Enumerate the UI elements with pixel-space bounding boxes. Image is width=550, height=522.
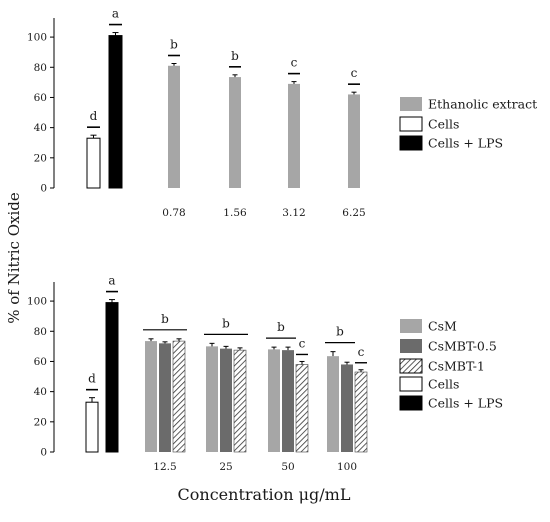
- bar-csmbt-0-5: [341, 364, 353, 452]
- legend-swatch: [400, 339, 422, 353]
- x-tick-label: 50: [281, 461, 294, 473]
- bar-ethanolic-extract: [168, 65, 180, 188]
- legend-label: Ethanolic extract: [428, 97, 537, 112]
- significance-letter: c: [299, 336, 306, 350]
- y-tick-label: 60: [34, 92, 47, 104]
- significance-letter: b: [170, 38, 178, 52]
- legend-swatch: [399, 395, 423, 411]
- significance-letter: d: [90, 109, 98, 123]
- y-tick-label: 80: [34, 326, 47, 338]
- x-tick-label: 1.56: [223, 207, 247, 219]
- significance-letter: c: [351, 66, 358, 80]
- legend-label: CsMBT-1: [428, 359, 485, 374]
- significance-letter: c: [358, 345, 365, 359]
- legend-label: CsMBT-0.5: [428, 339, 497, 354]
- bar-csmbt-1: [233, 349, 247, 453]
- x-tick-label: 100: [337, 461, 357, 473]
- legend-label: Cells + LPS: [428, 136, 503, 151]
- bar-csm: [327, 356, 339, 452]
- significance-letter: b: [336, 325, 344, 339]
- control-bar-cells-lps: [108, 35, 123, 189]
- y-tick-label: 100: [27, 32, 47, 44]
- y-tick-label: 20: [34, 416, 47, 428]
- bar-csmbt-0-5: [282, 350, 294, 452]
- significance-letter: b: [161, 312, 169, 326]
- panel-ethanolic-extract: 0 20 40 60 80 100 d a 0.78 b 1.56 b 3.12 c 6.25 c Ethano…: [27, 7, 537, 219]
- significance-letter: b: [222, 316, 230, 330]
- significance-letter: d: [88, 372, 96, 386]
- control-bar-cells: [86, 137, 101, 189]
- x-tick-label: 0.78: [162, 207, 185, 219]
- bar-csmbt-0-5: [159, 343, 171, 452]
- x-tick-label: 25: [219, 461, 232, 473]
- legend-label: Cells + LPS: [428, 396, 503, 411]
- significance-letter: a: [108, 274, 115, 288]
- x-tick-label: 12.5: [153, 461, 176, 473]
- bar-ethanolic-extract: [348, 94, 360, 188]
- bar-csmbt-0-5: [220, 348, 232, 452]
- x-tick-label: 3.12: [282, 207, 305, 219]
- y-tick-label: 80: [34, 62, 47, 74]
- legend-swatch: [399, 376, 423, 392]
- legend-swatch: [399, 358, 423, 374]
- bar-ethanolic-extract: [229, 77, 241, 188]
- legend-swatch: [399, 116, 423, 132]
- y-tick-label: 60: [34, 356, 47, 368]
- bar-csmbt-1: [354, 371, 368, 453]
- bar-ethanolic-extract: [288, 83, 300, 188]
- legend-swatch: [399, 135, 423, 151]
- legend-label: Cells: [428, 377, 459, 392]
- bar-csmbt-1: [295, 364, 309, 453]
- y-tick-label: 0: [40, 447, 47, 459]
- y-tick-label: 100: [27, 296, 47, 308]
- bar-csm: [145, 341, 157, 452]
- bar-csm: [268, 349, 280, 452]
- significance-letter: b: [277, 320, 285, 334]
- control-bar-cells-lps: [105, 302, 119, 453]
- y-tick-label: 40: [34, 386, 47, 398]
- bar-csm: [206, 346, 218, 452]
- panel-csm-csmbt: 020406080100da12.5b25b50b100bccCsMCsMBT-…: [27, 274, 503, 473]
- significance-letter: b: [231, 49, 239, 63]
- significance-letter: c: [291, 56, 298, 70]
- legend-label: Cells: [428, 117, 459, 132]
- legend-swatch: [400, 97, 422, 111]
- y-tick-label: 0: [40, 183, 47, 195]
- significance-letter: a: [112, 7, 119, 21]
- y-tick-label: 20: [34, 152, 47, 164]
- bar-csmbt-1: [172, 340, 186, 453]
- y-axis-label: % of Nitric Oxide: [5, 192, 23, 324]
- x-tick-label: 6.25: [342, 207, 365, 219]
- legend-swatch: [400, 319, 422, 333]
- y-tick-label: 40: [34, 122, 47, 134]
- legend-label: CsM: [428, 319, 457, 334]
- x-axis-label: Concentration μg/mL: [178, 485, 351, 504]
- control-bar-cells: [85, 401, 99, 453]
